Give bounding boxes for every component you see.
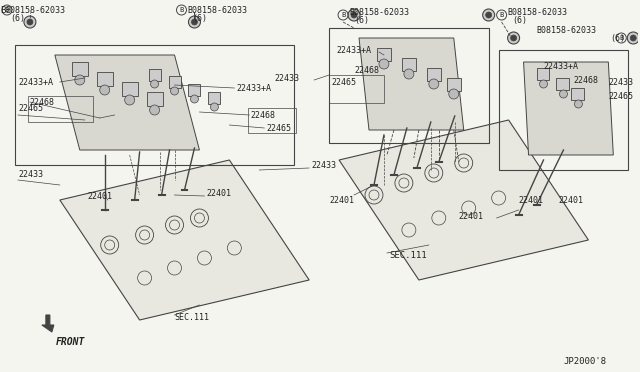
Text: SEC.111: SEC.111: [389, 250, 426, 260]
Text: B08158-62033: B08158-62033: [5, 6, 65, 15]
Polygon shape: [42, 315, 54, 332]
Circle shape: [348, 9, 360, 21]
Text: 22401: 22401: [207, 189, 232, 198]
Text: 22468: 22468: [250, 110, 275, 119]
Text: FRONT: FRONT: [56, 337, 85, 347]
Text: 22433+A: 22433+A: [236, 83, 271, 93]
Bar: [402, 58, 416, 71]
Text: (6): (6): [611, 33, 625, 42]
Text: 22465: 22465: [331, 77, 356, 87]
Bar: [15, 45, 294, 165]
Text: B: B: [5, 7, 9, 13]
Circle shape: [191, 95, 198, 103]
Text: B08158-62033: B08158-62033: [536, 26, 596, 35]
Circle shape: [170, 87, 179, 95]
Text: 22401: 22401: [88, 192, 113, 201]
Circle shape: [379, 59, 389, 69]
Text: 22433: 22433: [609, 77, 634, 87]
Text: B08158-62033: B08158-62033: [349, 7, 409, 16]
Polygon shape: [524, 62, 613, 155]
Circle shape: [100, 85, 109, 95]
Text: B: B: [341, 12, 345, 18]
Text: B: B: [499, 12, 504, 18]
Text: 22468: 22468: [30, 97, 55, 106]
Circle shape: [486, 12, 492, 18]
Text: B: B: [619, 35, 623, 41]
Text: SEC.111: SEC.111: [175, 314, 209, 323]
Text: 22465: 22465: [266, 124, 291, 132]
Bar: [122, 82, 138, 96]
Circle shape: [449, 89, 459, 99]
Circle shape: [150, 105, 159, 115]
Bar: [189, 84, 200, 96]
Text: (6): (6): [193, 13, 207, 22]
Bar: [377, 48, 391, 61]
Text: B08158-62033: B08158-62033: [188, 6, 248, 15]
Circle shape: [404, 69, 414, 79]
Circle shape: [627, 32, 639, 44]
Bar: [209, 92, 220, 104]
Circle shape: [429, 79, 439, 89]
Bar: [168, 76, 180, 88]
Polygon shape: [359, 38, 464, 130]
Circle shape: [189, 16, 200, 28]
Bar: [97, 72, 113, 86]
Text: 22433+A: 22433+A: [336, 45, 371, 55]
Bar: [499, 50, 628, 170]
Polygon shape: [55, 55, 200, 150]
Text: 22401: 22401: [559, 196, 584, 205]
Text: 22401: 22401: [518, 196, 543, 205]
Circle shape: [211, 103, 218, 111]
Text: 22465: 22465: [18, 103, 43, 112]
Text: 22401: 22401: [329, 196, 354, 205]
Bar: [72, 62, 88, 76]
Text: 22468: 22468: [354, 65, 379, 74]
Bar: [329, 28, 489, 143]
Circle shape: [24, 16, 36, 28]
Bar: [556, 78, 570, 90]
Text: 22433+A: 22433+A: [18, 77, 53, 87]
Circle shape: [630, 35, 636, 41]
Circle shape: [508, 32, 520, 44]
Circle shape: [540, 80, 547, 88]
Bar: [572, 88, 584, 100]
Circle shape: [351, 12, 357, 18]
Text: B: B: [179, 7, 184, 13]
Bar: [447, 78, 461, 91]
Text: B08158-62033: B08158-62033: [508, 7, 568, 16]
Circle shape: [483, 9, 495, 21]
Circle shape: [575, 100, 582, 108]
Bar: [427, 68, 441, 81]
Text: JP2000'8: JP2000'8: [563, 357, 607, 366]
Text: 22468: 22468: [573, 76, 598, 84]
Circle shape: [150, 80, 159, 88]
Text: B: B: [0, 6, 5, 15]
Text: 22433+A: 22433+A: [543, 61, 579, 71]
Text: 22465: 22465: [609, 92, 634, 100]
Text: (6): (6): [10, 13, 25, 22]
Text: 22433: 22433: [18, 170, 43, 179]
Polygon shape: [60, 160, 309, 320]
Polygon shape: [339, 120, 588, 280]
Circle shape: [511, 35, 516, 41]
Bar: [329, 75, 384, 103]
Circle shape: [125, 95, 134, 105]
Circle shape: [559, 90, 568, 98]
Bar: [147, 92, 163, 106]
Bar: [536, 68, 550, 80]
Text: (6): (6): [354, 16, 369, 25]
Circle shape: [75, 75, 84, 85]
Text: 22401: 22401: [459, 212, 484, 221]
Text: 22433: 22433: [311, 160, 336, 170]
Circle shape: [27, 19, 33, 25]
Text: (6): (6): [513, 16, 527, 25]
Bar: [28, 96, 93, 122]
Bar: [248, 108, 296, 133]
Bar: [148, 69, 161, 81]
Circle shape: [191, 19, 198, 25]
Text: 22433: 22433: [274, 74, 299, 83]
